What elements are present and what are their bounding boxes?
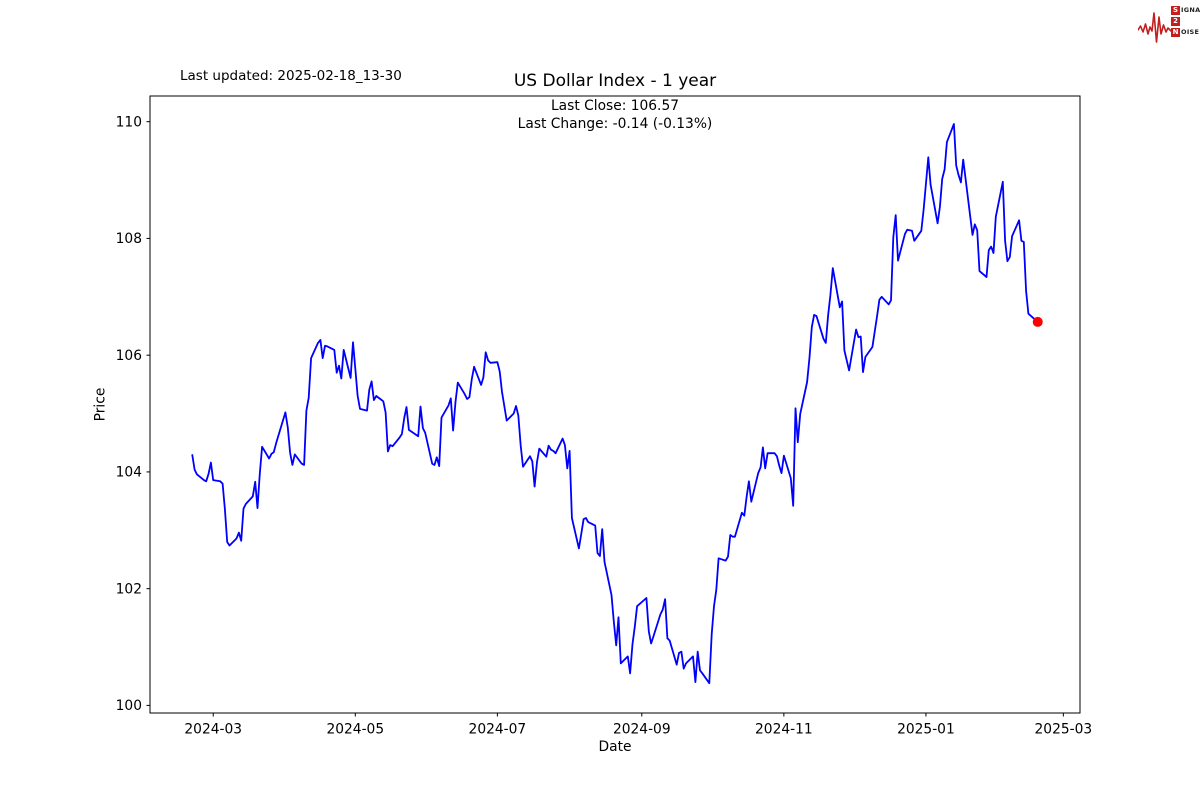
- last-close-annotation: Last Close: 106.57: [550, 98, 680, 114]
- x-tick-label: 2024-03: [184, 722, 242, 738]
- logo-letterbox-s: S: [1171, 5, 1180, 15]
- x-tick-label: 2024-09: [613, 722, 671, 738]
- logo-rest-oise: OISE: [1181, 28, 1200, 36]
- y-tick-label: 100: [116, 698, 142, 714]
- y-tick-label: 106: [116, 348, 142, 364]
- last-updated-text: Last updated: 2025-02-18_13-30: [180, 68, 402, 84]
- logo-row-2: 2: [1171, 16, 1200, 26]
- y-tick-label: 104: [116, 465, 142, 481]
- x-tick-label: 2024-07: [469, 722, 527, 738]
- last-change-annotation: Last Change: -0.14 (-0.13%): [517, 116, 713, 132]
- x-tick-label: 2024-05: [326, 722, 384, 738]
- y-tick-label: 110: [116, 114, 142, 130]
- y-tick-label: 108: [116, 231, 142, 247]
- x-tick-label: 2025-01: [897, 722, 955, 738]
- logo-rest-ignal: IGNAL: [1181, 6, 1200, 14]
- plot-frame: [149, 95, 1081, 714]
- price-line: [191, 123, 1039, 685]
- logo-row-signal: S IGNAL: [1171, 5, 1200, 15]
- y-tick-label: 102: [116, 581, 142, 597]
- logo-row-noise: N OISE: [1171, 27, 1200, 37]
- x-tick-label: 2025-03: [1035, 722, 1093, 738]
- logo-wordmark: S IGNAL 2 N OISE: [1171, 5, 1200, 38]
- waveform-icon: [1138, 12, 1172, 43]
- logo-letterbox-n: N: [1171, 27, 1180, 37]
- x-axis-label: Date: [598, 739, 632, 755]
- page-title: US Dollar Index - 1 year: [513, 71, 717, 91]
- y-axis-label: Price: [92, 387, 109, 422]
- signal2noise-logo: S IGNAL 2 N OISE: [1138, 2, 1200, 46]
- last-close-dot: [1032, 316, 1043, 327]
- x-tick-label: 2024-11: [755, 722, 813, 738]
- logo-letterbox-2: 2: [1171, 16, 1180, 26]
